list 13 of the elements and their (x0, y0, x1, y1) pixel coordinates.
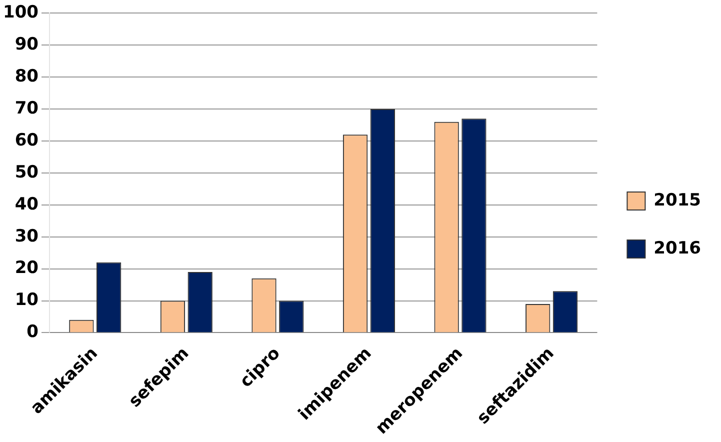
y-tick-label: 20 (14, 258, 39, 278)
y-tick-label: 90 (14, 34, 39, 55)
y-tick-label: 80 (14, 66, 39, 87)
y-tick-label: 50 (14, 162, 39, 182)
y-tick-label: 30 (14, 226, 39, 246)
y-tick-label: 70 (14, 98, 39, 118)
y-tick-label: 10 (14, 290, 39, 310)
y-tick-label: 0 (26, 322, 39, 342)
y-tick-label: 60 (14, 130, 39, 150)
legend-label: 2016 (654, 238, 702, 258)
y-tick-label: 40 (14, 194, 39, 214)
y-tick-label: 100 (2, 2, 39, 23)
legend-label: 2015 (654, 190, 702, 210)
